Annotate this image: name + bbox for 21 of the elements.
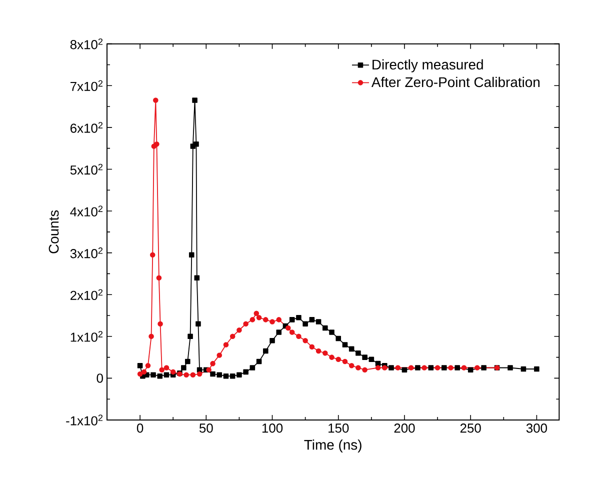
y-tick-label: 4x10$^{2}$ [70,206,103,216]
y-tick-label: 8x10$^{2}$ [70,38,103,50]
x-tick-label: 300 [526,424,547,433]
x-axis-title: Time (ns) [304,440,362,453]
y-tick-label: 7x10$^{2}$ [70,80,103,92]
x-tick-label: 150 [328,424,349,433]
y-tick-label: 0 [96,374,103,383]
y-axis-title: Counts [48,210,59,254]
y-tick-label: 2x10$^{2}$ [70,289,103,300]
y-tick-label: 3x10$^{2}$ [70,247,103,258]
x-tick-label: 100 [262,424,283,433]
x-tick-label: 200 [394,424,415,433]
y-tick-label: -1x10$^{2}$ [66,414,103,426]
x-tick-label: 250 [460,424,481,433]
y-tick-label: 6x10$^{2}$ [70,122,103,133]
x-tick-label: 50 [199,424,213,433]
y-tick-label: 5x10$^{2}$ [70,164,103,175]
legend-label: After Zero-Point Calibration [371,76,540,88]
x-tick-label: 0 [136,424,144,433]
y-tick-label: 1x10$^{2}$ [70,331,103,342]
legend-label: Directly measured [372,59,483,72]
